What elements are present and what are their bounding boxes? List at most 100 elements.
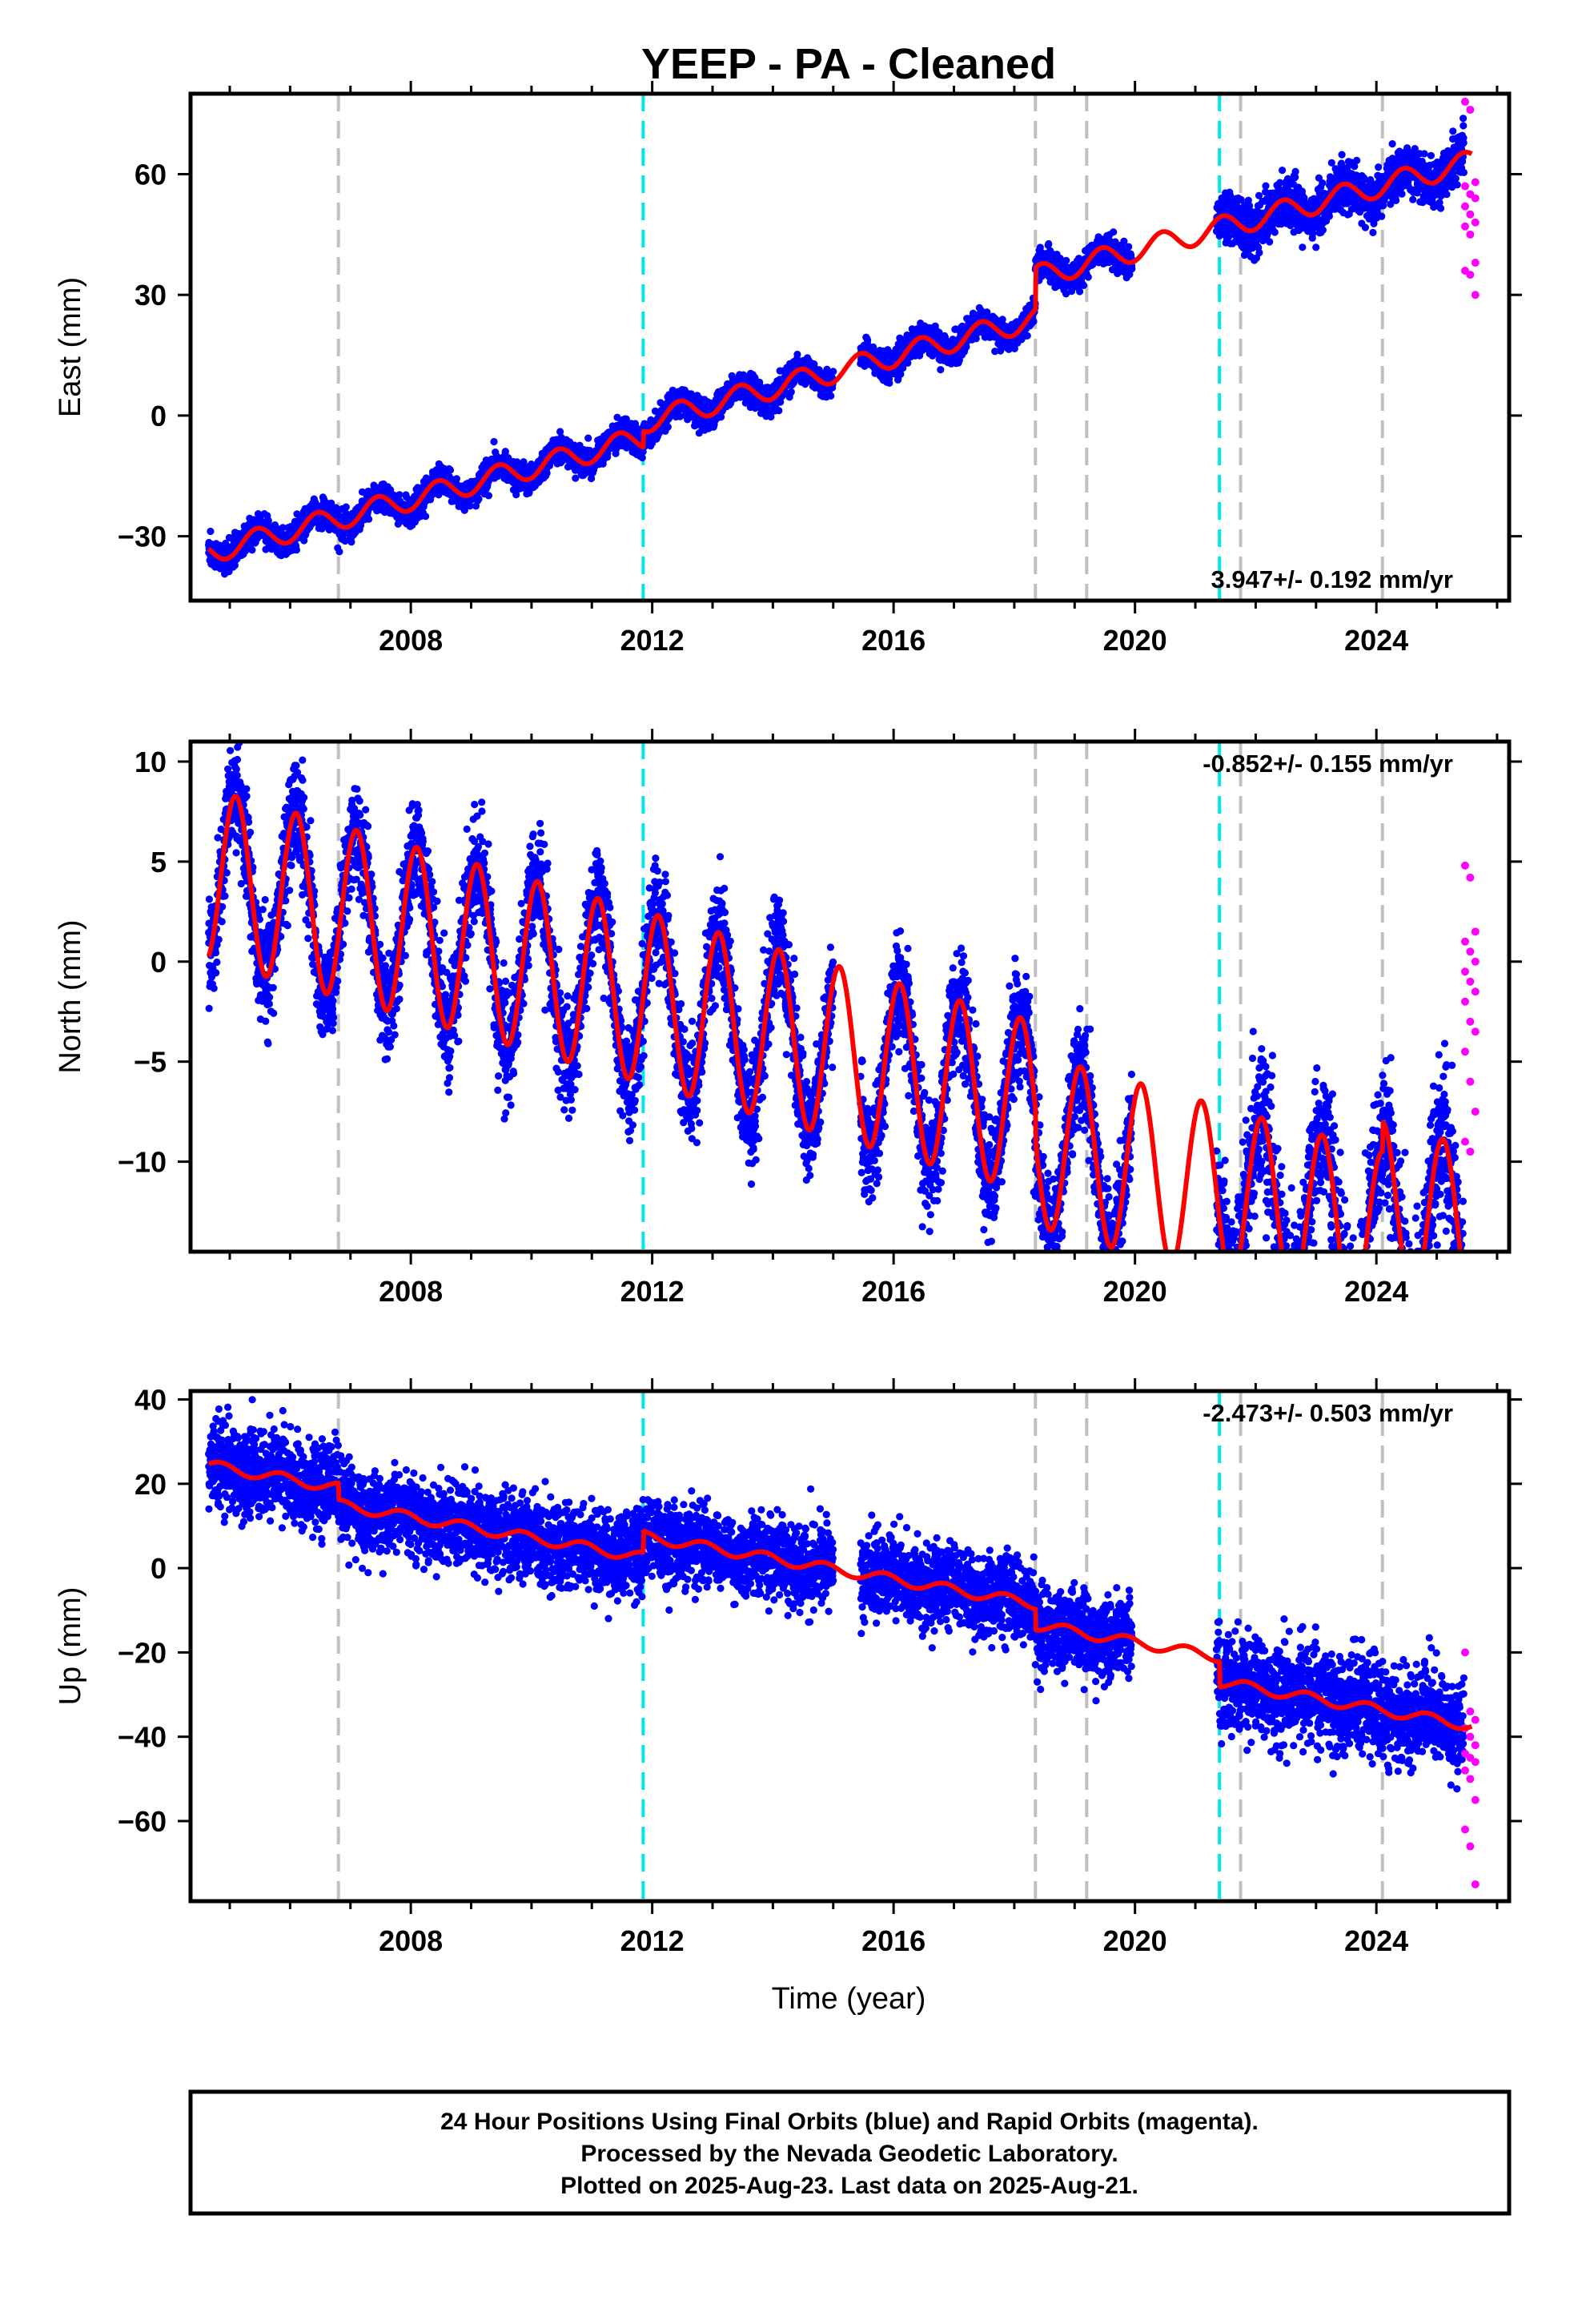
y-tick-label: −40 bbox=[118, 1721, 167, 1754]
rapid-orbit-point bbox=[1460, 1766, 1469, 1775]
y-tick-label: 0 bbox=[151, 946, 167, 979]
rapid-orbit-point bbox=[1471, 1108, 1480, 1116]
north-rate-label: -0.852+/- 0.155 mm/yr bbox=[1203, 750, 1453, 778]
up-y-axis-label: Up (mm) bbox=[54, 1587, 87, 1706]
east-model-curve bbox=[207, 150, 1474, 562]
x-tick-label: 2008 bbox=[379, 1275, 443, 1308]
footer-line-3: Plotted on 2025-Aug-23. Last data on 202… bbox=[560, 2173, 1138, 2199]
rapid-orbit-point bbox=[1460, 1648, 1469, 1657]
rapid-orbit-point bbox=[1466, 106, 1475, 115]
east-final-orbit-points bbox=[205, 115, 1468, 578]
up-plot-area bbox=[205, 1391, 1480, 1901]
rapid-orbit-point bbox=[1466, 1775, 1475, 1783]
rapid-orbit-point bbox=[1471, 1758, 1480, 1767]
north-y-axis-label: North (mm) bbox=[54, 919, 87, 1073]
rapid-orbit-point bbox=[1460, 222, 1469, 231]
rapid-orbit-point bbox=[1460, 1047, 1469, 1056]
rapid-orbit-point bbox=[1460, 937, 1469, 946]
rapid-orbit-point bbox=[1460, 202, 1469, 211]
x-tick-label: 2016 bbox=[861, 624, 926, 657]
x-tick-label: 2024 bbox=[1344, 1275, 1408, 1308]
rapid-orbit-point bbox=[1466, 1148, 1475, 1156]
y-tick-label: −5 bbox=[134, 1046, 167, 1079]
y-tick-label: −10 bbox=[118, 1146, 167, 1179]
rapid-orbit-point bbox=[1471, 1795, 1480, 1804]
rapid-orbit-point bbox=[1471, 178, 1480, 187]
rapid-orbit-point bbox=[1466, 1017, 1475, 1026]
north-model-curve bbox=[206, 794, 1463, 1252]
rapid-orbit-point bbox=[1466, 271, 1475, 279]
x-tick-label: 2012 bbox=[620, 1275, 685, 1308]
rapid-orbit-point bbox=[1471, 1027, 1480, 1036]
y-tick-label: −30 bbox=[118, 521, 167, 553]
rapid-orbit-point bbox=[1460, 861, 1469, 870]
y-tick-label: 20 bbox=[135, 1468, 167, 1501]
east-y-axis-label: East (mm) bbox=[54, 277, 87, 417]
x-axis-label: Time (year) bbox=[772, 1982, 926, 2016]
rapid-orbit-point bbox=[1466, 230, 1475, 239]
y-tick-label: −60 bbox=[118, 1805, 167, 1838]
rapid-orbit-point bbox=[1460, 1825, 1469, 1834]
up-model-curve bbox=[207, 1459, 1474, 1731]
x-tick-label: 2020 bbox=[1103, 1275, 1167, 1308]
rapid-orbit-point bbox=[1471, 957, 1480, 966]
rapid-orbit-point bbox=[1466, 1707, 1475, 1716]
north-frame bbox=[188, 739, 1512, 1254]
rapid-orbit-point bbox=[1466, 873, 1475, 882]
rapid-orbit-point bbox=[1466, 1077, 1475, 1086]
rapid-orbit-point bbox=[1466, 210, 1475, 219]
rapid-orbit-point bbox=[1466, 1842, 1475, 1851]
x-tick-label: 2016 bbox=[861, 1924, 926, 1957]
rapid-orbit-point bbox=[1460, 1137, 1469, 1146]
up-final-orbit-points bbox=[205, 1396, 1468, 1793]
east-frame bbox=[188, 91, 1512, 603]
y-tick-label: 60 bbox=[135, 158, 167, 191]
rapid-orbit-point bbox=[1460, 997, 1469, 1006]
x-tick-label: 2008 bbox=[379, 1924, 443, 1957]
rapid-orbit-point bbox=[1471, 218, 1480, 227]
rapid-orbit-point bbox=[1460, 98, 1469, 107]
rapid-orbit-point bbox=[1471, 987, 1480, 996]
x-tick-label: 2024 bbox=[1344, 624, 1408, 657]
y-tick-label: −20 bbox=[118, 1636, 167, 1669]
rapid-orbit-point bbox=[1471, 194, 1480, 203]
x-tick-label: 2016 bbox=[861, 1275, 926, 1308]
east-panel: 2008 2012 2016 2020 2024 −30 0 30 60 East (mm) 3.9… bbox=[54, 81, 1522, 657]
east-plot-area bbox=[205, 94, 1480, 601]
x-tick-label: 2020 bbox=[1103, 1924, 1167, 1957]
x-tick-label: 2012 bbox=[620, 624, 685, 657]
rapid-orbit-point bbox=[1460, 967, 1469, 976]
y-tick-label: 40 bbox=[135, 1384, 167, 1417]
x-tick-label: 2012 bbox=[620, 1924, 685, 1957]
footer-line-1: 24 Hour Positions Using Final Orbits (bl… bbox=[440, 2109, 1259, 2135]
footer-frame bbox=[188, 2089, 1512, 2216]
y-tick-label: 5 bbox=[151, 846, 167, 879]
east-rate-label: 3.947+/- 0.192 mm/yr bbox=[1211, 565, 1453, 593]
up-frame bbox=[188, 1389, 1512, 1904]
rapid-orbit-point bbox=[1460, 182, 1469, 191]
rapid-orbit-point bbox=[1471, 1741, 1480, 1750]
north-panel: 2008 2012 2016 2020 2024 −10 −5 0 5 10 North (mm) -… bbox=[54, 729, 1522, 1308]
rapid-orbit-point bbox=[1471, 291, 1480, 300]
north-plot-area bbox=[205, 742, 1480, 1252]
rapid-orbit-point bbox=[1466, 1732, 1475, 1741]
y-tick-label: 10 bbox=[135, 746, 167, 778]
up-panel: 2008 2012 2016 2020 2024 −60 −40 −20 0 20 40 Up (mm… bbox=[54, 1378, 1522, 1957]
footer-box: 24 Hour Positions Using Final Orbits (bl… bbox=[188, 2089, 1512, 2216]
y-tick-label: 30 bbox=[135, 279, 167, 312]
x-tick-label: 2020 bbox=[1103, 624, 1167, 657]
x-tick-label: 2024 bbox=[1344, 1924, 1408, 1957]
footer-line-2: Processed by the Nevada Geodetic Laborat… bbox=[580, 2141, 1118, 2167]
x-tick-label: 2008 bbox=[379, 624, 443, 657]
y-tick-label: 0 bbox=[151, 400, 167, 432]
y-tick-label: 0 bbox=[151, 1552, 167, 1585]
rapid-orbit-point bbox=[1471, 1715, 1480, 1724]
rapid-orbit-point bbox=[1471, 1880, 1480, 1888]
rapid-orbit-point bbox=[1466, 947, 1475, 956]
rapid-orbit-point bbox=[1466, 977, 1475, 986]
chart-title: YEEP - PA - Cleaned bbox=[641, 40, 1056, 88]
rapid-orbit-point bbox=[1471, 259, 1480, 267]
up-rate-label: -2.473+/- 0.503 mm/yr bbox=[1203, 1399, 1453, 1427]
rapid-orbit-point bbox=[1471, 927, 1480, 936]
